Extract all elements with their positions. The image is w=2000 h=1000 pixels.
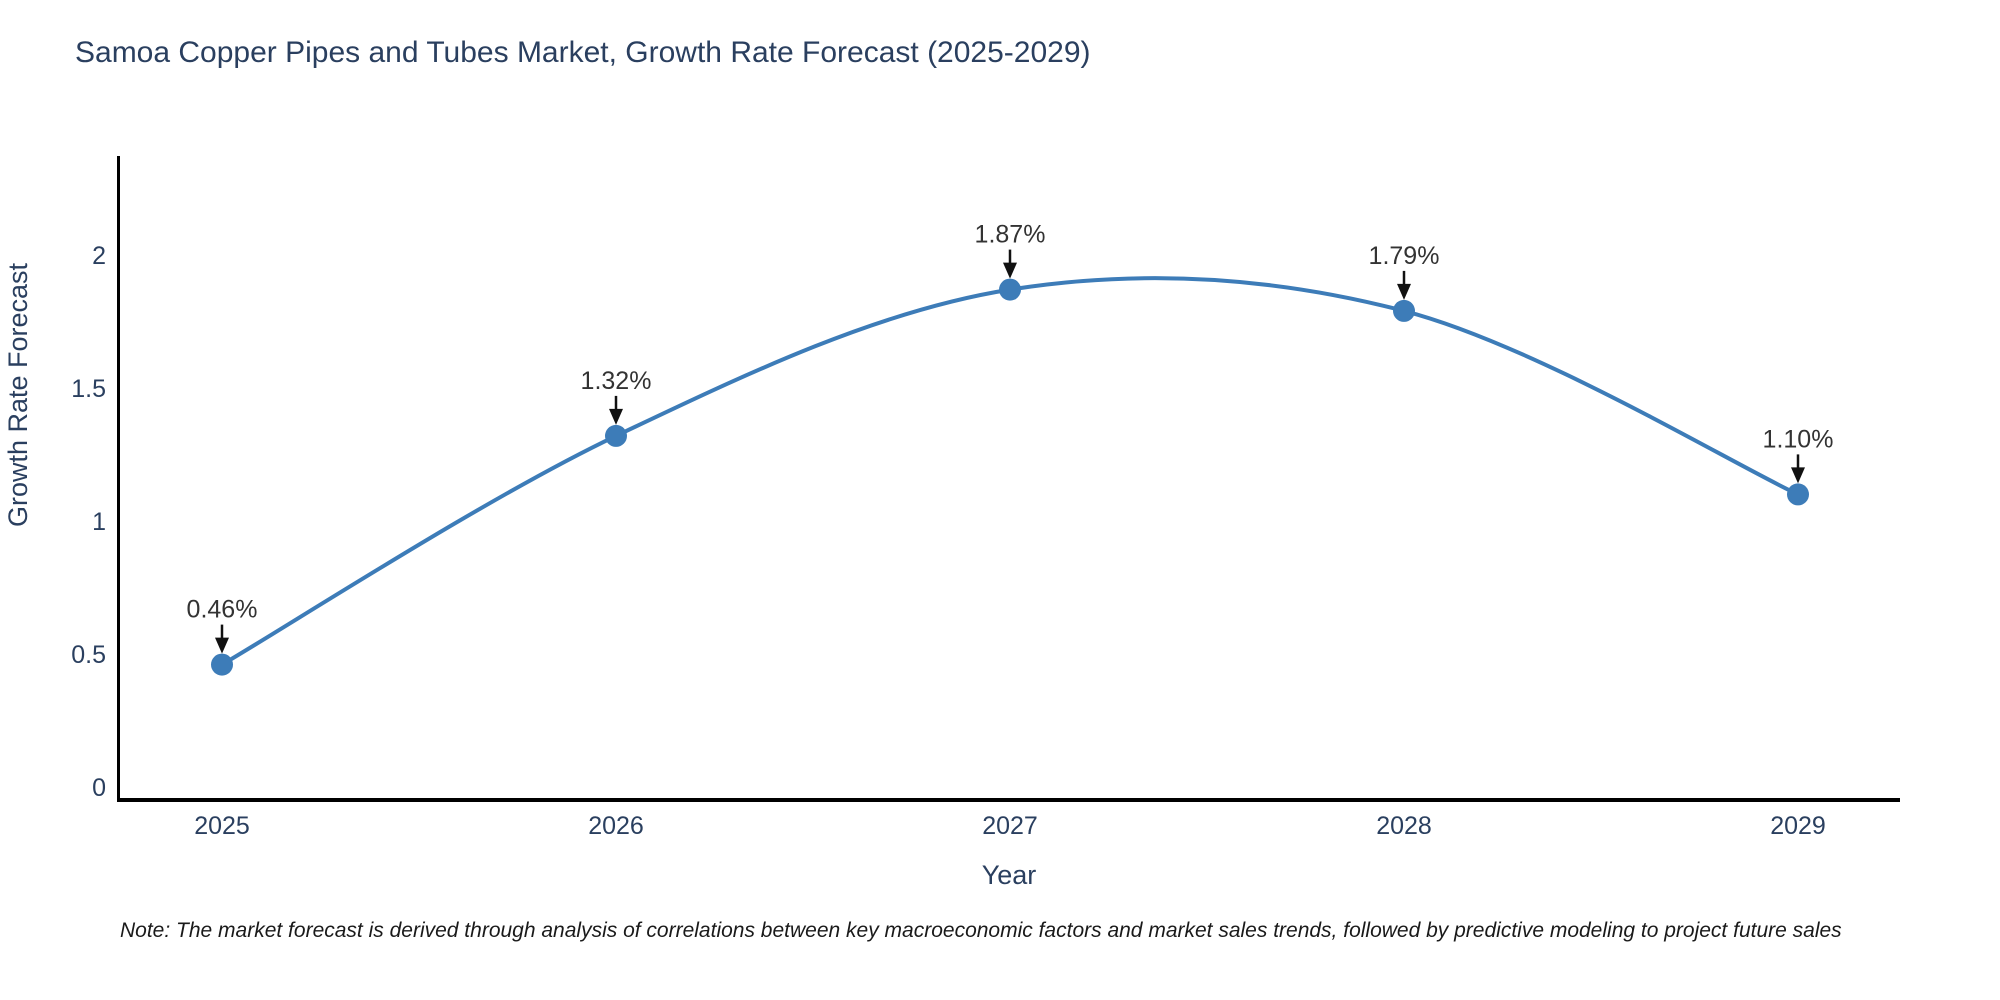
- annotation-arrow-head-icon: [1397, 283, 1411, 300]
- x-tick-label: 2027: [982, 812, 1038, 840]
- footnote: Note: The market forecast is derived thr…: [120, 919, 1842, 942]
- x-tick-label: 2026: [588, 812, 644, 840]
- annotation-label: 1.87%: [975, 221, 1046, 249]
- y-axis-title: Growth Rate Forecast: [3, 262, 33, 527]
- annotation-label: 1.32%: [581, 367, 652, 395]
- annotation-label: 1.10%: [1763, 425, 1834, 453]
- y-tick-label: 1: [92, 508, 106, 536]
- data-point-2027[interactable]: [999, 278, 1021, 301]
- x-tick-label: 2029: [1770, 812, 1826, 840]
- y-tick-label: 0: [92, 774, 106, 802]
- chart-title: Samoa Copper Pipes and Tubes Market, Gro…: [75, 36, 1091, 69]
- y-tick-label: 0.5: [71, 641, 106, 669]
- data-point-2028[interactable]: [1393, 299, 1415, 322]
- annotation-arrow-head-icon: [609, 408, 623, 425]
- annotation-label: 0.46%: [187, 596, 258, 624]
- annotation-arrow-head-icon: [1791, 467, 1805, 484]
- x-tick-label: 2028: [1376, 812, 1432, 840]
- data-point-2029[interactable]: [1787, 483, 1809, 506]
- data-point-2025[interactable]: [211, 653, 233, 676]
- annotation-arrow-head-icon: [1003, 262, 1017, 279]
- annotation-arrow-head-icon: [215, 637, 229, 654]
- x-tick-label: 2025: [194, 812, 250, 840]
- data-point-2026[interactable]: [605, 424, 627, 447]
- y-tick-label: 2: [92, 242, 106, 270]
- annotation-label: 1.79%: [1369, 242, 1440, 270]
- y-tick-label: 1.5: [71, 375, 106, 403]
- x-axis-title: Year: [982, 860, 1037, 890]
